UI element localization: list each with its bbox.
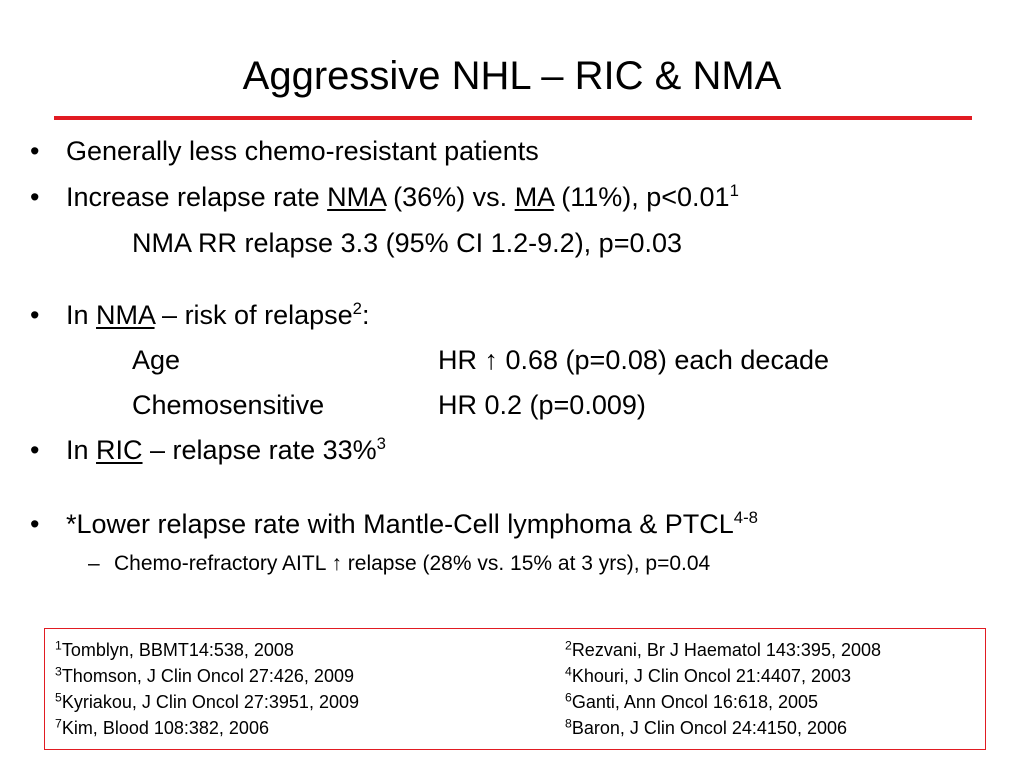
reference-item: 6Ganti, Ann Oncol 16:618, 2005: [565, 690, 818, 712]
references-box: 1Tomblyn, BBMT14:538, 2008 2Rezvani, Br …: [44, 628, 986, 750]
bullet-text: Generally less chemo-resistant patients: [66, 136, 539, 166]
nma-term: NMA: [327, 182, 386, 212]
risk-label: Age: [132, 345, 181, 375]
bullet-subtext: NMA RR relapse 3.3 (95% CI 1.2-9.2), p=0…: [132, 228, 683, 258]
bullet-dot: •: [30, 136, 40, 166]
citation-sup: 2: [352, 298, 362, 318]
bullet-dot: •: [30, 300, 40, 330]
sub-bullet-dash: –: [88, 552, 100, 575]
title-divider: [54, 116, 972, 120]
reference-item: 3Thomson, J Clin Oncol 27:426, 2009: [55, 664, 354, 686]
risk-value: HR 0.2 (p=0.009): [438, 390, 646, 420]
reference-item: 8Baron, J Clin Oncol 24:4150, 2006: [565, 716, 847, 738]
bullet-text: *Lower relapse rate with Mantle-Cell lym…: [66, 507, 758, 539]
bullet-text: In NMA – risk of relapse2:: [66, 298, 370, 330]
slide-title: Aggressive NHL – RIC & NMA: [242, 54, 782, 98]
risk-label: Chemosensitive: [132, 390, 325, 420]
bullet-text: In RIC – relapse rate 33%3: [66, 433, 386, 465]
reference-item: 5Kyriakou, J Clin Oncol 27:3951, 2009: [55, 690, 359, 712]
ric-term: RIC: [96, 435, 143, 465]
bullet-dot: •: [30, 182, 40, 212]
reference-item: 1Tomblyn, BBMT14:538, 2008: [55, 638, 294, 660]
risk-value: HR ↑ 0.68 (p=0.08) each decade: [438, 345, 829, 375]
reference-item: 2Rezvani, Br J Haematol 143:395, 2008: [565, 638, 881, 660]
bullet-text: Increase relapse rate NMA (36%) vs. MA (…: [66, 180, 739, 212]
reference-item: 4Khouri, J Clin Oncol 21:4407, 2003: [565, 664, 851, 686]
nma-term: NMA: [96, 300, 155, 330]
bullet-dot: •: [30, 435, 40, 465]
ma-term: MA: [514, 182, 554, 212]
citation-sup: 3: [376, 433, 386, 453]
sub-bullet-text: Chemo-refractory AITL ↑ relapse (28% vs.…: [114, 552, 711, 575]
citation-sup: 4-8: [733, 507, 758, 527]
bullet-dot: •: [30, 509, 40, 539]
reference-item: 7Kim, Blood 108:382, 2006: [55, 716, 269, 738]
citation-sup: 1: [729, 180, 739, 200]
